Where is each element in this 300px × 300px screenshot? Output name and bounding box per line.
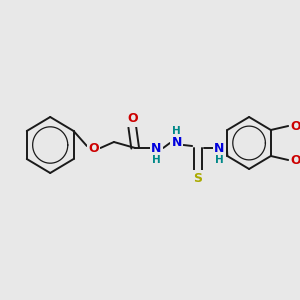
Text: N: N — [151, 142, 162, 154]
Text: O: O — [88, 142, 99, 154]
Text: H: H — [215, 155, 224, 165]
Text: O: O — [291, 154, 300, 166]
Text: N: N — [172, 136, 182, 149]
Text: O: O — [127, 112, 138, 125]
Text: N: N — [214, 142, 224, 154]
Text: H: H — [172, 126, 181, 136]
Text: S: S — [194, 172, 202, 184]
Text: H: H — [152, 155, 161, 165]
Text: O: O — [291, 119, 300, 133]
